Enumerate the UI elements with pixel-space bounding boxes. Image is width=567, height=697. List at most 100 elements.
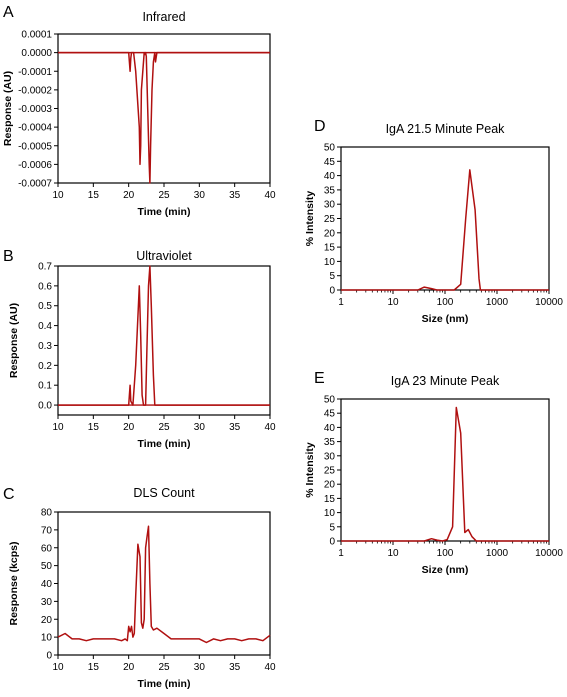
y-tick-label: -0.0004: [18, 123, 52, 134]
x-axis-label: Size (nm): [422, 313, 469, 325]
y-tick-label: 30: [324, 451, 336, 462]
y-tick-label: 80: [41, 508, 53, 519]
x-tick-label: 100: [437, 548, 454, 559]
y-tick-label: 50: [324, 143, 336, 154]
x-tick-label: 10: [52, 422, 64, 433]
y-tick-label: 50: [324, 395, 336, 406]
x-tick-label: 35: [229, 422, 241, 433]
series-line-0: [58, 51, 270, 184]
x-tick-label: 40: [264, 662, 276, 673]
chart-panel-d: D IgA 21.5 Minute Peak 0 5 10 15 20 25 30 35 40 45 5…: [304, 118, 563, 325]
y-tick-label: 10: [324, 257, 336, 268]
y-axis-label: % Intensity: [304, 191, 316, 247]
plot-frame: [57, 265, 271, 416]
chart-title: Infrared: [142, 10, 185, 24]
x-tick-label: 20: [123, 662, 135, 673]
x-tick-label: 20: [123, 422, 135, 433]
y-tick-label: 40: [41, 579, 53, 590]
y-tick-label: 0.4: [38, 321, 52, 332]
y-axis-label: Response (AU): [2, 71, 14, 146]
y-tick-label: 20: [324, 228, 336, 239]
x-tick-label: 30: [194, 662, 206, 673]
y-tick-label: 5: [329, 271, 335, 282]
x-tick-label: 1000: [486, 297, 509, 308]
y-tick-label: 0.3: [38, 341, 52, 352]
y-tick-label: 45: [324, 409, 336, 420]
x-tick-label: 35: [229, 662, 241, 673]
chart-title: DLS Count: [133, 486, 195, 500]
x-tick-label: 25: [158, 662, 170, 673]
panel-letter: A: [3, 4, 14, 21]
series-line-0: [58, 265, 270, 406]
y-tick-label: 45: [324, 157, 336, 168]
y-tick-label: -0.0007: [18, 179, 52, 190]
x-tick-label: 10000: [535, 548, 563, 559]
chart-title: IgA 21.5 Minute Peak: [386, 122, 506, 136]
series-line-0: [57, 525, 271, 644]
panel-letter: B: [3, 248, 14, 265]
y-axis-label: % Intensity: [304, 442, 316, 498]
y-tick-label: 0.6: [38, 281, 52, 292]
y-axis-label: Response (AU): [8, 303, 20, 378]
x-tick-label: 1: [338, 297, 344, 308]
y-tick-label: 0: [329, 286, 335, 297]
y-tick-label: 40: [324, 423, 336, 434]
y-tick-label: 10: [324, 508, 336, 519]
y-tick-label: 5: [329, 522, 335, 533]
x-tick-label: 15: [88, 190, 100, 201]
y-tick-label: 0.0001: [21, 30, 52, 41]
chart-title: IgA 23 Minute Peak: [391, 374, 500, 388]
x-tick-label: 10: [387, 297, 399, 308]
y-tick-label: 10: [41, 633, 53, 644]
y-tick-label: -0.0003: [18, 104, 52, 115]
y-tick-label: 0.0: [38, 401, 52, 412]
x-tick-label: 35: [229, 190, 241, 201]
x-tick-label: 30: [194, 190, 206, 201]
chart-panel-b: B Ultraviolet 0.0 0.1 0.2 0.3 0.4 0.5 0.6 0.7 10 15…: [3, 248, 276, 450]
x-tick-label: 1000: [486, 548, 509, 559]
x-axis-label: Time (min): [138, 438, 191, 450]
x-tick-label: 20: [123, 190, 135, 201]
y-tick-label: 15: [324, 494, 336, 505]
panel-letter: E: [314, 370, 325, 387]
x-tick-label: 30: [194, 422, 206, 433]
x-tick-label: 40: [264, 422, 276, 433]
chart-panel-e: E IgA 23 Minute Peak 0 5 10 15 20 25 30 35 40 45 50 1…: [304, 370, 563, 576]
y-tick-label: 0.1: [38, 381, 52, 392]
y-tick-label: 15: [324, 243, 336, 254]
y-tick-label: 0: [46, 651, 52, 662]
plot-frame: [57, 33, 271, 184]
y-tick-label: 70: [41, 525, 53, 536]
x-tick-label: 15: [88, 422, 100, 433]
y-tick-label: 0.2: [38, 361, 52, 372]
x-tick-label: 1: [338, 548, 344, 559]
y-tick-label: 20: [324, 480, 336, 491]
plot-frame: [340, 146, 550, 291]
x-tick-label: 25: [158, 190, 170, 201]
y-tick-label: 0.0000: [21, 48, 52, 59]
x-tick-label: 10: [52, 662, 64, 673]
y-tick-label: 0: [329, 537, 335, 548]
y-tick-label: 50: [41, 561, 53, 572]
series-line-0: [341, 406, 549, 542]
panel-letter: C: [3, 486, 15, 503]
x-tick-label: 10: [52, 190, 64, 201]
y-tick-label: 35: [324, 437, 336, 448]
x-tick-label: 100: [437, 297, 454, 308]
y-axis-label: Response (kcps): [8, 541, 20, 625]
y-tick-label: -0.0001: [18, 67, 52, 78]
y-tick-label: 0.5: [38, 301, 52, 312]
x-tick-label: 10000: [535, 297, 563, 308]
x-axis-label: Time (min): [138, 678, 191, 690]
x-tick-label: 40: [264, 190, 276, 201]
chart-title: Ultraviolet: [136, 249, 192, 263]
x-axis-label: Time (min): [138, 206, 191, 218]
y-tick-label: 25: [324, 214, 336, 225]
x-tick-label: 10: [387, 548, 399, 559]
y-tick-label: -0.0006: [18, 160, 52, 171]
x-axis-label: Size (nm): [422, 564, 469, 576]
x-tick-label: 25: [158, 422, 170, 433]
y-tick-label: 30: [41, 597, 53, 608]
